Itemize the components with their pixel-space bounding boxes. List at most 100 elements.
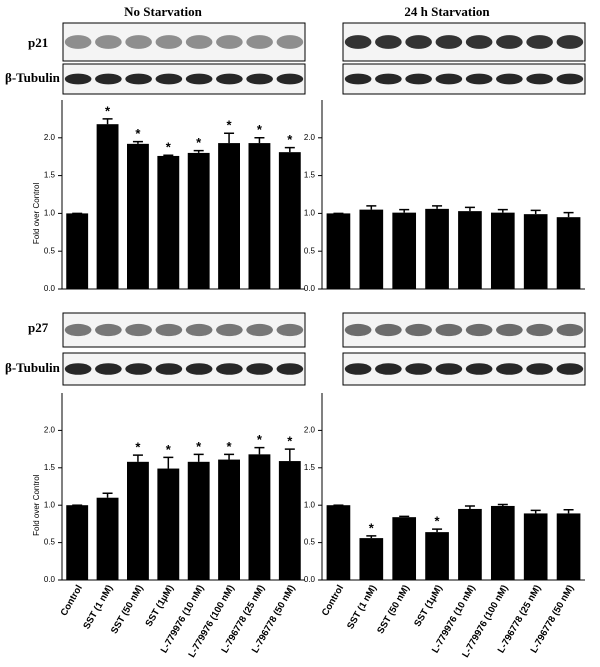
blot-band [556,35,584,49]
x-tick-label: Control [320,583,346,618]
blot-band [405,73,432,85]
significance-marker: * [135,440,141,455]
y-tick-label: 1.0 [304,209,316,218]
significance-marker: * [257,432,263,447]
blot-band [375,363,402,375]
significance-marker: * [257,122,263,137]
blot-band [375,35,402,49]
significance-marker: * [369,520,375,535]
blot-band [125,35,152,49]
blot-band [95,73,122,85]
bar [157,155,180,289]
significance-marker: * [287,434,293,449]
blot-band [155,363,183,375]
bar [96,124,119,289]
blot-band [435,73,463,85]
blot-band [526,323,553,337]
blot-band [64,363,92,375]
blot-band [526,35,553,49]
blot-band [64,35,92,49]
blot-band [246,73,273,85]
y-tick-label: 0.5 [44,538,56,547]
blot-band [216,35,243,49]
bar [458,508,482,580]
bar [96,497,119,580]
error-bar [224,453,235,460]
blot-band [405,363,432,375]
error-bar [254,446,265,455]
x-tick-label: SST (1 nM) [345,583,379,631]
bar [523,214,548,289]
bar [278,152,301,289]
x-tick-label: SST (1 nM) [81,583,115,631]
blot-band [344,363,372,375]
column-title: No Starvation [124,4,202,19]
blot-band [185,323,213,337]
significance-marker: * [135,126,141,141]
error-bar [193,149,204,153]
bar [523,513,548,580]
blot-band [216,363,243,375]
error-bar [366,535,377,539]
error-bar [284,448,295,462]
significance-marker: * [227,439,233,454]
error-bar [193,453,204,462]
blot-band [496,323,523,337]
y-tick-label: 1.0 [44,500,56,509]
error-bar [432,205,443,209]
bar [218,459,240,580]
bar [556,217,581,289]
error-bar [530,209,541,215]
blot-band [155,323,183,337]
significance-marker: * [105,103,111,118]
y-tick-label: 2.0 [44,133,56,142]
x-tick-label: SST (1µM) [412,583,445,628]
y-tick-label: 0.0 [304,284,316,293]
blot-band [155,35,183,49]
blot-band [556,73,584,85]
bar [218,143,240,289]
error-bar [399,515,410,518]
blot-band [246,323,273,337]
blot-band [276,323,304,337]
blot-band [496,363,523,375]
bar [66,213,89,289]
significance-marker: * [287,132,293,147]
blot-band [435,323,463,337]
y-tick-label: 1.5 [304,463,316,472]
bar [187,461,210,580]
error-bar [464,206,475,212]
error-bar [132,454,143,462]
blot-band [95,323,122,337]
blot-band [216,73,243,85]
blot-label: β-Tubulin [5,360,61,375]
bar [359,209,384,289]
error-bar [102,118,113,125]
y-tick-label: 0.0 [44,284,56,293]
blot-band [375,73,402,85]
y-tick-label: 2.0 [44,426,56,435]
error-bar [102,492,113,498]
blot-band [125,323,152,337]
blot-band [185,35,213,49]
bar [359,538,384,580]
bar [490,212,515,289]
blot-band [125,363,152,375]
error-bar [132,140,143,144]
significance-marker: * [196,135,202,150]
significance-marker: * [166,442,172,457]
blot-band [465,363,493,375]
blot-band [64,73,92,85]
bar [248,454,271,580]
y-tick-label: 1.5 [44,463,56,472]
blot-label: p21 [28,35,48,50]
blot-band [185,73,213,85]
blot-band [435,35,463,49]
significance-marker: * [435,514,441,529]
y-axis-label: Fold over Control [32,474,41,536]
error-bar [366,205,377,210]
blot-band [64,323,92,337]
blot-band [465,73,493,85]
y-tick-label: 0.0 [44,575,56,584]
